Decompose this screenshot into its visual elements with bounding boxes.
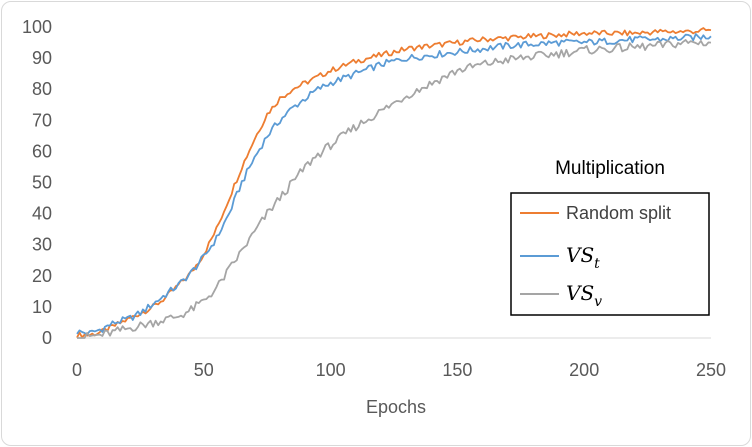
legend-label-vs-t: VSt [566, 243, 600, 272]
y-tick-label: 0 [42, 328, 52, 348]
legend-label-vs-t-main: VS [566, 243, 594, 267]
series-line-vs-v [77, 39, 712, 339]
y-tick-label: 50 [32, 173, 52, 193]
legend-label-vs-v-sub: v [594, 294, 602, 310]
y-tick-label: 100 [22, 17, 52, 37]
y-tick-label: 80 [32, 79, 52, 99]
x-tick-label: 50 [194, 360, 214, 380]
legend-label-vs-v: VSv [566, 281, 602, 310]
legend-label-vs-v-main: VS [566, 281, 594, 305]
x-tick-label: 0 [72, 360, 82, 380]
legend-label-random-split: Random split [566, 203, 671, 223]
x-tick-label: 150 [442, 360, 472, 380]
y-tick-label: 90 [32, 48, 52, 68]
x-tick-label: 100 [316, 360, 346, 380]
legend: Random split VSt VSv [510, 192, 710, 316]
x-axis-tick-labels: 0 50 100 150 200 250 [72, 360, 726, 380]
y-axis-tick-labels: 0 10 20 30 40 50 60 70 80 90 100 [22, 17, 52, 348]
y-tick-label: 70 [32, 110, 52, 130]
y-tick-label: 10 [32, 297, 52, 317]
x-tick-label: 200 [569, 360, 599, 380]
y-tick-label: 40 [32, 204, 52, 224]
series-line-vs-t [76, 33, 712, 336]
series-lines [76, 27, 712, 339]
x-axis-title: Epochs [366, 397, 426, 417]
x-tick-label: 250 [696, 360, 726, 380]
y-tick-label: 30 [32, 235, 52, 255]
chart-title: Multiplication [555, 158, 665, 179]
y-tick-label: 20 [32, 266, 52, 286]
legend-label-vs-t-sub: t [594, 256, 600, 272]
y-tick-label: 60 [32, 141, 52, 161]
